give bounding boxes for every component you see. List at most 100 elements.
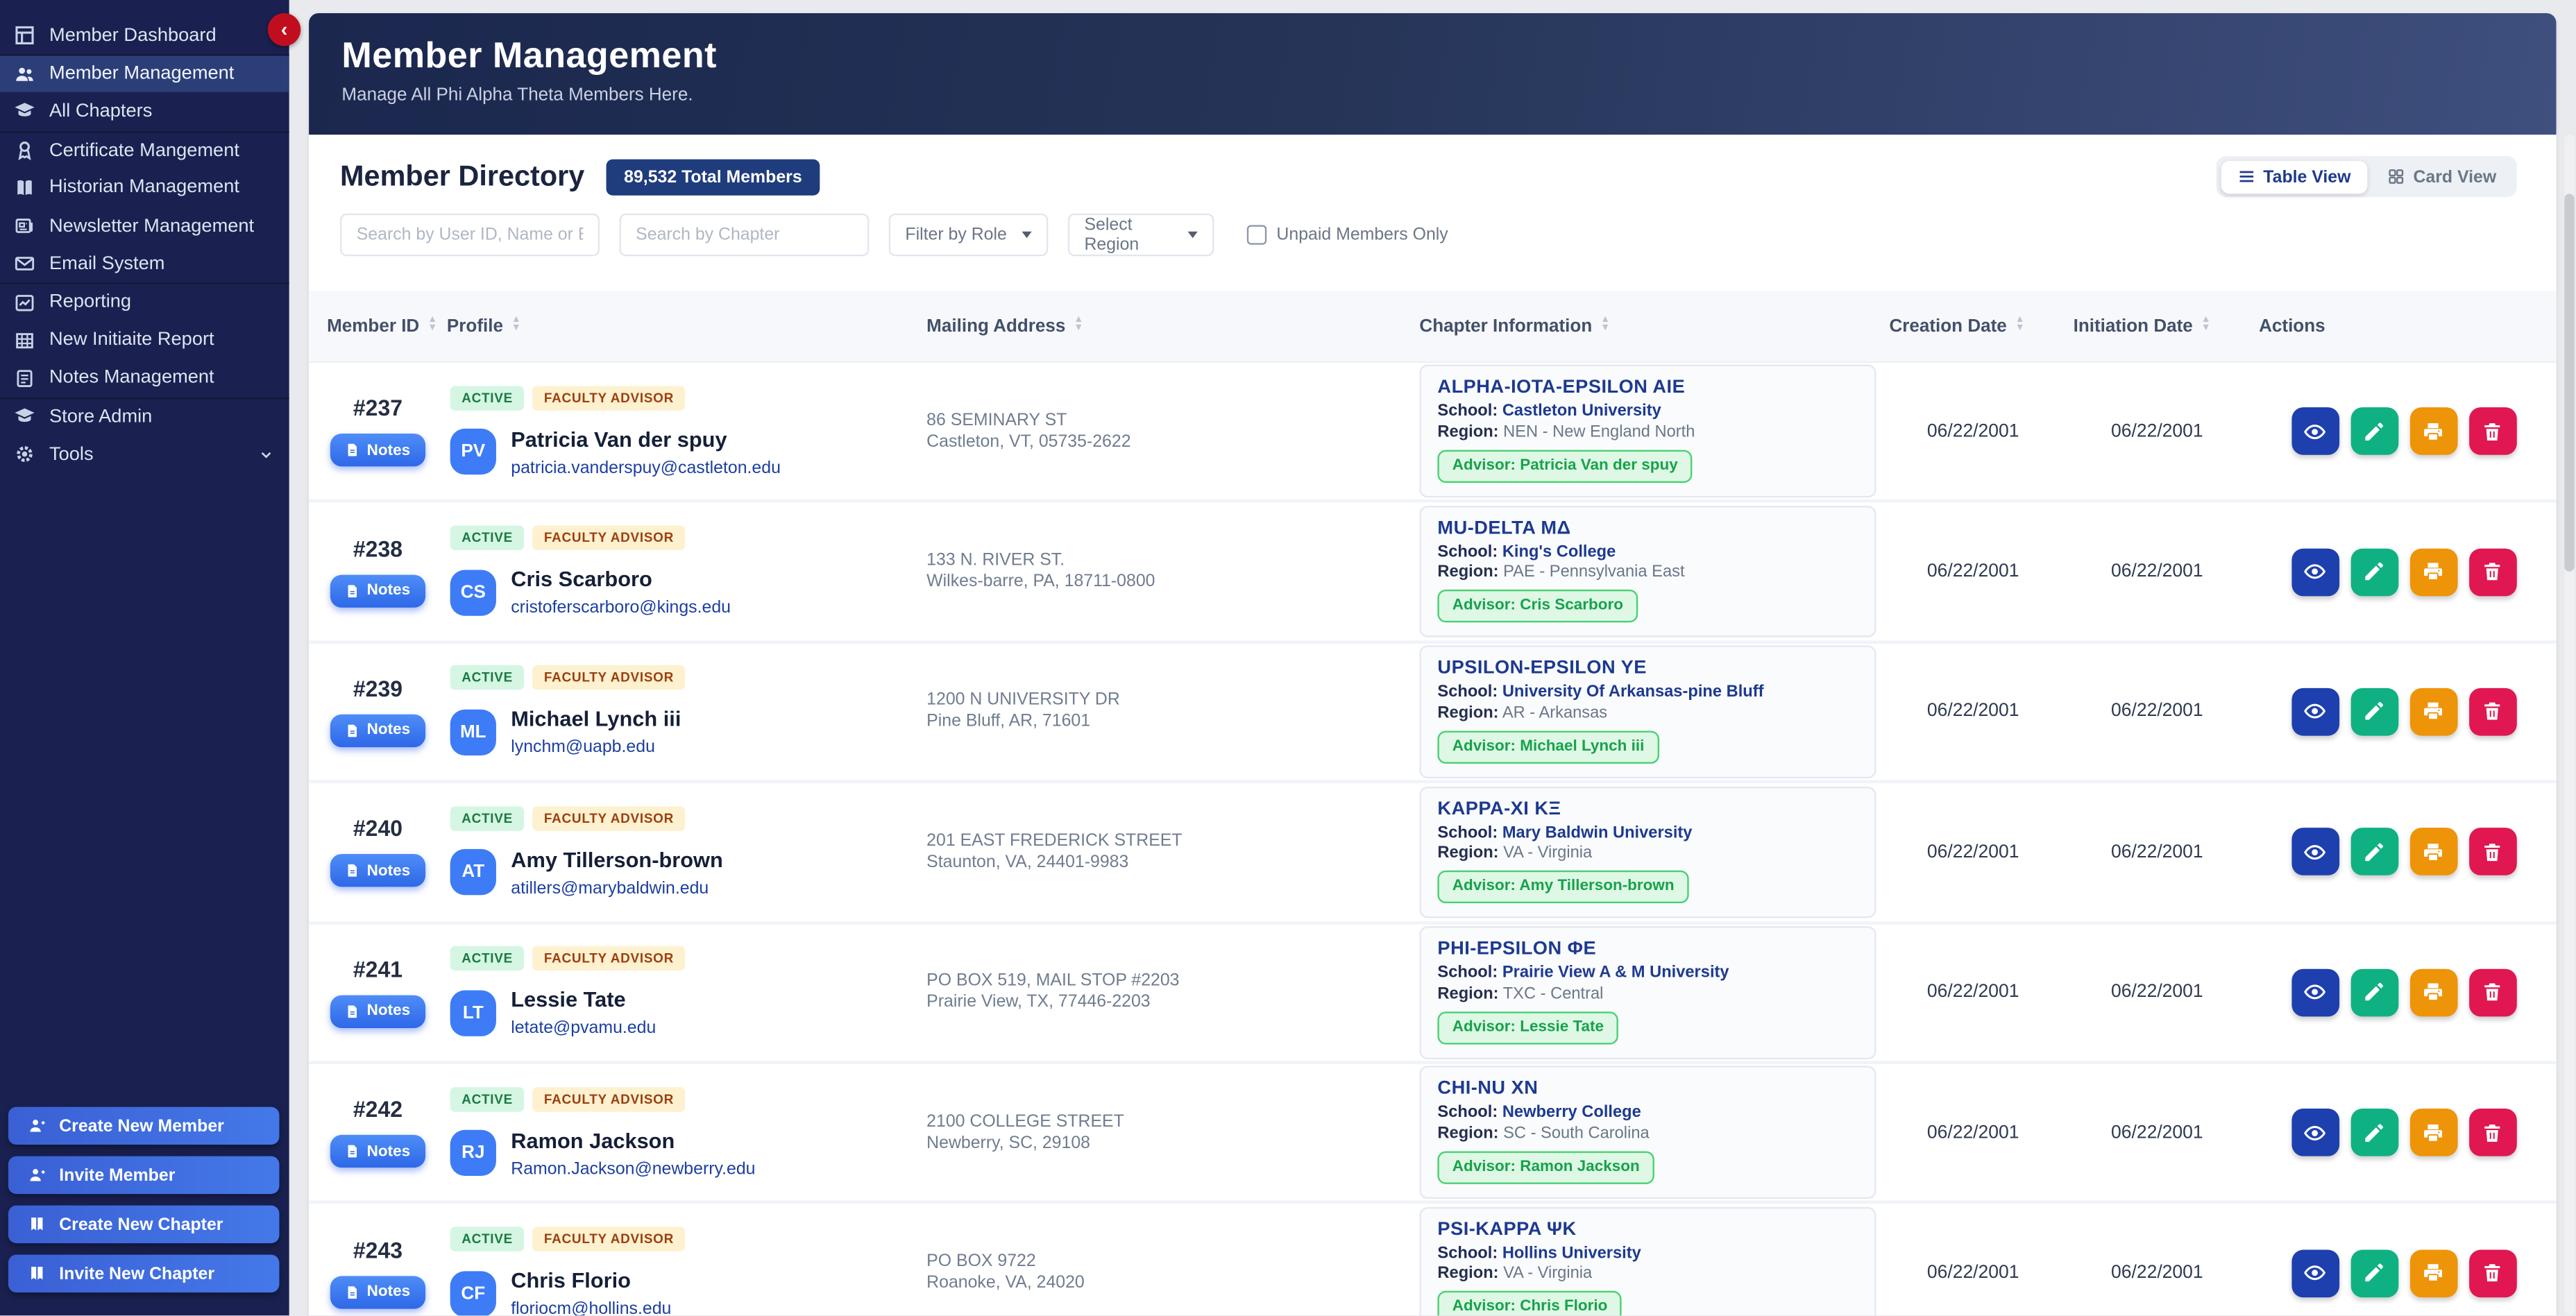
column-header-creation-date[interactable]: Creation Date — [1883, 316, 2063, 336]
sidebar-item-label: Tools — [49, 444, 94, 465]
users-icon — [13, 64, 36, 85]
chapter-region: Region: AR - Arkansas — [1437, 703, 1608, 722]
view-button[interactable] — [2291, 1249, 2339, 1297]
edit-button[interactable] — [2350, 968, 2398, 1016]
chart-icon — [13, 292, 36, 314]
invite-new-chapter-button[interactable]: Invite New Chapter — [8, 1254, 280, 1293]
member-email-link[interactable]: floriocm@hollins.edu — [511, 1299, 672, 1316]
delete-button[interactable] — [2468, 968, 2516, 1016]
column-header-mailing-address[interactable]: Mailing Address — [926, 316, 1419, 336]
view-button[interactable] — [2291, 687, 2339, 736]
edit-button[interactable] — [2350, 547, 2398, 596]
scrollbar[interactable] — [2564, 135, 2575, 1316]
address-line-1: 1200 N UNIVERSITY DR — [926, 690, 1120, 710]
sort-icon — [1600, 319, 1610, 334]
delete-button[interactable] — [2468, 1109, 2516, 1156]
print-button[interactable] — [2409, 1109, 2457, 1156]
status-badge: ACTIVE — [450, 525, 525, 551]
column-header-chapter-information[interactable]: Chapter Information — [1419, 316, 1883, 336]
member-email-link[interactable]: cristoferscarboro@kings.edu — [511, 597, 731, 618]
sidebar-item-member-dashboard[interactable]: Member Dashboard — [0, 17, 289, 55]
graduation-cap-icon — [13, 407, 36, 428]
sidebar-item-newsletter-management[interactable]: Newsletter Management — [0, 207, 289, 245]
delete-button[interactable] — [2468, 687, 2516, 736]
print-button[interactable] — [2409, 828, 2457, 876]
search-chapter-input[interactable] — [619, 213, 870, 257]
page-subtitle: Manage All Phi Alpha Theta Members Here. — [341, 85, 693, 105]
edit-button[interactable] — [2350, 1249, 2398, 1297]
print-button[interactable] — [2409, 1249, 2457, 1297]
print-button[interactable] — [2409, 687, 2457, 736]
delete-button[interactable] — [2468, 828, 2516, 876]
member-email-link[interactable]: patricia.vanderspuy@castleton.edu — [511, 457, 781, 478]
member-email-link[interactable]: Ramon.Jackson@newberry.edu — [511, 1159, 756, 1179]
initiation-date: 06/22/2001 — [2111, 842, 2203, 862]
edit-button[interactable] — [2350, 687, 2398, 736]
view-button[interactable] — [2291, 968, 2339, 1016]
sidebar-item-certificate-management[interactable]: Certificate Mangement — [0, 130, 289, 169]
search-user-input[interactable] — [340, 213, 600, 257]
pencil-icon — [2362, 1121, 2385, 1144]
notes-button[interactable]: Notes — [330, 714, 425, 748]
invite-member-button[interactable]: Invite Member — [8, 1156, 280, 1195]
notes-button[interactable]: Notes — [330, 1275, 425, 1308]
delete-button[interactable] — [2468, 407, 2516, 456]
table-row: #243 Notes ACTIVE FACULTY ADVISOR CF Chr… — [309, 1204, 2557, 1316]
view-button[interactable] — [2291, 407, 2339, 456]
status-badge: ACTIVE — [450, 806, 525, 831]
sidebar-item-historian-management[interactable]: Historian Management — [0, 169, 289, 207]
notes-button[interactable]: Notes — [330, 574, 425, 607]
edit-button[interactable] — [2350, 407, 2398, 456]
sidebar-collapse-button[interactable]: ‹ — [267, 12, 301, 46]
sidebar-item-label: Reporting — [49, 293, 132, 313]
edit-button[interactable] — [2350, 828, 2398, 876]
sidebar-item-reporting[interactable]: Reporting — [0, 282, 289, 321]
creation-date: 06/22/2001 — [1926, 1122, 2019, 1143]
column-header-profile[interactable]: Profile — [447, 316, 926, 336]
card-view-button[interactable]: Card View — [2371, 160, 2513, 193]
chapter-region: Region: NEN - New England North — [1437, 423, 1695, 442]
pencil-icon — [2362, 701, 2385, 724]
scrollbar-thumb[interactable] — [2564, 194, 2575, 572]
member-email-link[interactable]: letate@pvamu.edu — [511, 1018, 656, 1039]
sidebar-item-new-initiate-report[interactable]: New Initiaite Report — [0, 321, 289, 359]
document-icon — [346, 442, 360, 459]
edit-button[interactable] — [2350, 1109, 2398, 1156]
print-button[interactable] — [2409, 968, 2457, 1016]
print-button[interactable] — [2409, 407, 2457, 456]
region-filter-select[interactable]: Select Region — [1067, 213, 1214, 257]
role-badge: FACULTY ADVISOR — [532, 1086, 686, 1111]
role-filter-select[interactable]: Filter by Role — [888, 213, 1049, 257]
create-new-member-button[interactable]: Create New Member — [8, 1106, 280, 1145]
sidebar-item-tools[interactable]: Tools — [0, 435, 289, 473]
status-badge: ACTIVE — [450, 946, 525, 971]
member-email-link[interactable]: atillers@marybaldwin.edu — [511, 878, 709, 898]
notes-button[interactable]: Notes — [330, 854, 425, 888]
avatar: PV — [450, 429, 496, 475]
sidebar-item-member-management[interactable]: Member Management — [0, 54, 289, 93]
creation-date: 06/22/2001 — [1926, 701, 2019, 722]
advisor-badge: Advisor: Patricia Van der spuy — [1437, 450, 1693, 483]
table-view-button[interactable]: Table View — [2220, 160, 2368, 194]
member-name: Chris Florio — [511, 1267, 631, 1293]
column-header-member-id[interactable]: Member ID — [309, 316, 447, 336]
sidebar-item-all-chapters[interactable]: All Chapters — [0, 92, 289, 130]
print-button[interactable] — [2409, 547, 2457, 596]
creation-date: 06/22/2001 — [1926, 982, 2019, 1002]
member-email-link[interactable]: lynchm@uapb.edu — [511, 738, 655, 758]
view-button[interactable] — [2291, 1109, 2339, 1156]
sidebar-item-store-admin[interactable]: Store Admin — [0, 397, 289, 436]
create-new-chapter-button[interactable]: Create New Chapter — [8, 1205, 280, 1244]
sidebar-item-notes-management[interactable]: Notes Management — [0, 359, 289, 398]
notes-button[interactable]: Notes — [330, 1135, 425, 1168]
notes-button[interactable]: Notes — [330, 995, 425, 1028]
table-icon — [13, 330, 36, 351]
column-header-initiation-date[interactable]: Initiation Date — [2063, 316, 2251, 336]
sidebar-item-email-system[interactable]: Email System — [0, 245, 289, 283]
delete-button[interactable] — [2468, 1249, 2516, 1297]
unpaid-members-checkbox[interactable] — [1246, 225, 1267, 245]
notes-button[interactable]: Notes — [330, 434, 425, 467]
view-button[interactable] — [2291, 547, 2339, 596]
view-button[interactable] — [2291, 828, 2339, 876]
delete-button[interactable] — [2468, 547, 2516, 596]
